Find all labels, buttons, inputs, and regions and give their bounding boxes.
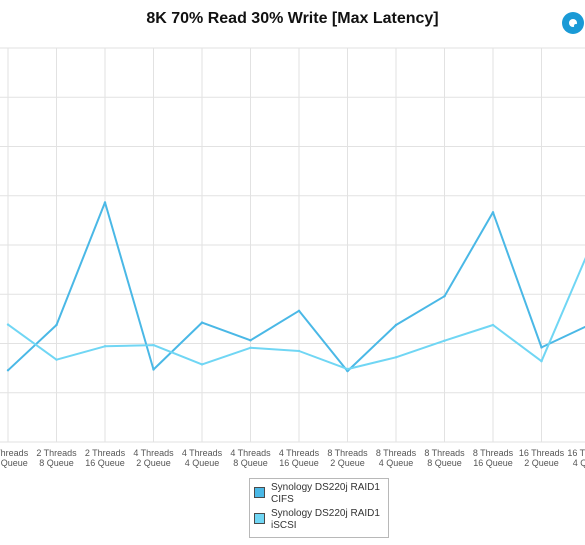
legend-label-cifs: Synology DS220j RAID1 CIFS — [271, 482, 380, 505]
data-point[interactable] — [152, 368, 155, 371]
x-tick-label: 2 Threads 16 Queue — [85, 448, 126, 468]
data-point[interactable] — [491, 211, 495, 214]
data-point[interactable] — [443, 339, 446, 342]
data-point[interactable] — [394, 323, 398, 327]
legend-item-cifs[interactable]: Synology DS220j RAID1 CIFS — [254, 482, 384, 508]
data-point[interactable] — [55, 358, 58, 361]
x-tick-label: 8 Threads 8 Queue — [424, 448, 465, 468]
data-point[interactable] — [346, 369, 349, 373]
x-tick-label: 8 Threads 16 Queue — [473, 448, 514, 468]
data-point[interactable] — [249, 339, 252, 342]
legend-swatch-iscsi — [254, 513, 265, 524]
data-point[interactable] — [491, 323, 495, 327]
legend-label-iscsi: Synology DS220j RAID1 iSCSI — [271, 508, 380, 531]
series-line-iscsi[interactable] — [7, 248, 585, 371]
x-tick-label: 8 Threads 4 Queue — [376, 448, 417, 468]
data-point[interactable] — [540, 360, 543, 363]
x-tick-label: 4 Threads 8 Queue — [230, 448, 271, 468]
data-point[interactable] — [200, 363, 204, 366]
data-point[interactable] — [249, 346, 252, 350]
data-point[interactable] — [6, 369, 10, 372]
data-point[interactable] — [103, 201, 107, 204]
data-point[interactable] — [55, 323, 58, 327]
grid — [0, 47, 585, 443]
circle-badge-icon[interactable] — [561, 11, 585, 35]
series-line-cifs[interactable] — [7, 201, 585, 373]
x-tick-label: 4 Threads 16 Queue — [279, 448, 320, 468]
legend-swatch-cifs — [254, 487, 265, 498]
legend-item-iscsi[interactable]: Synology DS220j RAID1 iSCSI — [254, 508, 384, 534]
legend: Synology DS220j RAID1 CIFS Synology DS22… — [249, 478, 389, 538]
data-point[interactable] — [103, 345, 107, 348]
data-point[interactable] — [152, 343, 155, 347]
x-tick-label: 8 Threads 2 Queue — [327, 448, 368, 468]
data-point[interactable] — [346, 367, 349, 371]
data-point[interactable] — [394, 356, 398, 359]
data-point[interactable] — [200, 321, 204, 324]
x-tick-label: 4 Threads 2 Queue — [133, 448, 174, 468]
data-point[interactable] — [297, 309, 301, 312]
x-tick-label: 4 Threads 4 Queue — [182, 448, 223, 468]
x-tick-label: 2 Threads 8 Queue — [36, 448, 77, 468]
x-tick-label: 16 Threads 2 Queue — [519, 448, 565, 468]
data-point[interactable] — [6, 323, 10, 326]
series-lines — [6, 201, 585, 373]
data-point[interactable] — [297, 349, 301, 353]
chart-title: 8K 70% Read 30% Write [Max Latency] — [146, 10, 439, 27]
data-point[interactable] — [443, 295, 446, 298]
data-point[interactable] — [540, 346, 543, 349]
